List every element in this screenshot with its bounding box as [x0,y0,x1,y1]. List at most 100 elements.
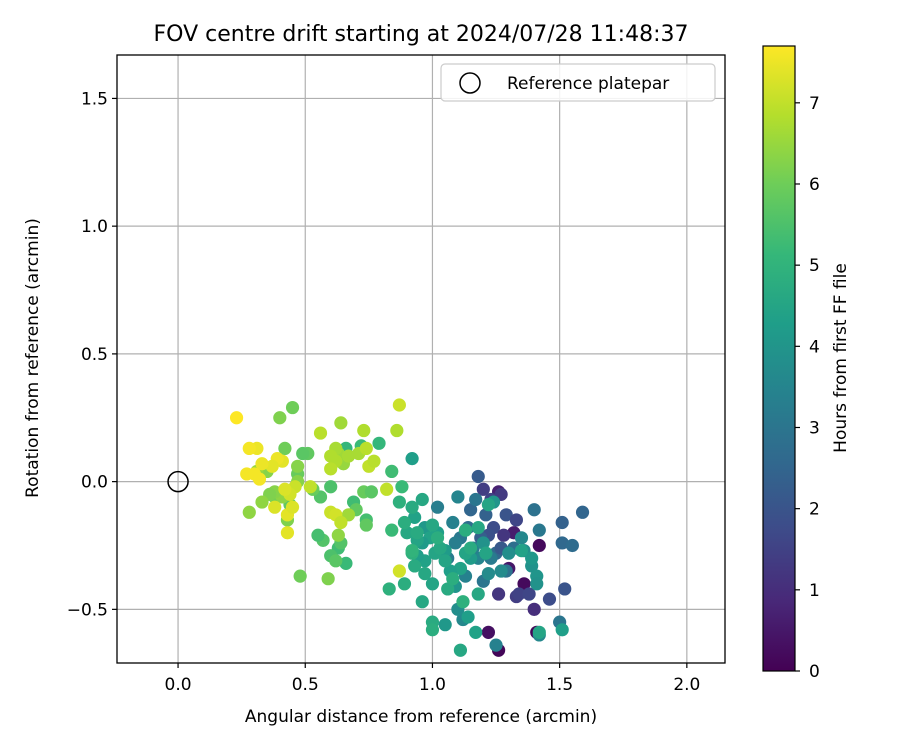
data-point [464,541,478,555]
data-point [433,541,447,555]
data-point [296,446,310,461]
data-point [415,492,429,507]
data-point [458,523,473,537]
data-point [341,449,356,463]
data-point [240,467,254,481]
data-point [415,595,429,609]
data-point [367,454,381,468]
data-point [324,462,338,476]
data-point [331,528,345,542]
colorbar-ticks: 0 1 2 3 4 5 6 7 [795,94,820,682]
data-point [359,518,373,532]
y-tick-label: 0.5 [81,345,108,365]
data-point [481,566,496,581]
data-point [278,441,292,456]
y-tick-label: 1.5 [81,89,108,109]
data-point [555,515,569,530]
data-point [525,551,539,565]
data-point [268,500,282,514]
data-point [265,459,279,473]
data-point [392,564,406,578]
data-point [532,538,546,553]
data-point [334,416,348,430]
data-point [364,485,378,499]
data-point [491,587,506,601]
data-point [461,610,475,624]
data-point [575,505,590,519]
data-point [293,569,307,583]
data-point [285,500,300,514]
data-point [532,523,546,537]
data-point [273,411,287,425]
data-point [471,469,485,484]
legend-frame [440,63,716,102]
x-tick-label: 1.5 [546,675,573,695]
data-point [509,513,523,527]
data-point [514,543,529,558]
data-point [392,398,406,412]
data-point [372,436,386,450]
data-point [542,592,557,606]
data-point [278,482,292,496]
x-tick-label: 1.0 [419,675,446,695]
data-point [555,536,569,550]
reference-platepar-circle [167,470,189,493]
data-point [456,595,470,609]
data-point [532,625,546,639]
data-point [359,441,373,456]
data-point [291,459,305,473]
y-axis-ticks: −0.5 0.0 0.5 1.0 1.5 [67,89,117,620]
data-point [400,526,414,540]
data-point [380,482,394,496]
data-point [438,554,452,568]
colorbar-label: Hours from first FF file [831,263,851,453]
data-point [255,457,269,471]
data-point [430,531,445,545]
data-point [395,480,409,494]
colorbar-tick-label: 5 [809,256,820,276]
data-point [285,400,300,415]
data-point [329,554,343,568]
data-point [242,441,256,456]
data-point [397,515,412,530]
data-point [453,561,468,576]
x-axis-label: Angular distance from reference (arcmin) [245,707,597,727]
x-axis-ticks: 0.0 0.5 1.0 1.5 2.0 [165,663,700,695]
data-point [558,582,572,596]
data-point [499,508,513,522]
colorbar [762,45,796,672]
data-point [497,528,511,542]
colorbar-tick-label: 4 [809,337,820,357]
data-point [339,556,353,570]
legend-entry-reference: Reference platepar [507,74,669,94]
reference-marker [167,470,189,493]
data-point [489,638,503,652]
data-point [453,643,468,657]
data-point [385,523,399,537]
data-point [448,536,462,550]
data-point [446,572,460,586]
colorbar-tick-label: 7 [809,94,820,114]
data-point [405,543,419,558]
colorbar-tick-label: 6 [809,175,820,195]
data-point [514,531,529,545]
colorbar-tick-label: 3 [809,418,820,438]
data-point [252,472,267,486]
data-point [425,623,440,637]
data-point [471,521,485,535]
data-point [469,492,483,507]
data-point [479,546,493,560]
x-tick-label: 0.5 [292,675,319,695]
data-point [408,559,422,573]
data-point [242,505,256,519]
data-point [280,526,295,540]
data-point [565,538,579,553]
data-point [430,500,445,514]
data-point [512,587,526,601]
data-point [410,526,424,540]
data-point [441,582,455,596]
data-point [408,510,422,524]
data-point [527,602,541,616]
chart-title: FOV centre drift starting at 2024/07/28 … [154,22,689,47]
